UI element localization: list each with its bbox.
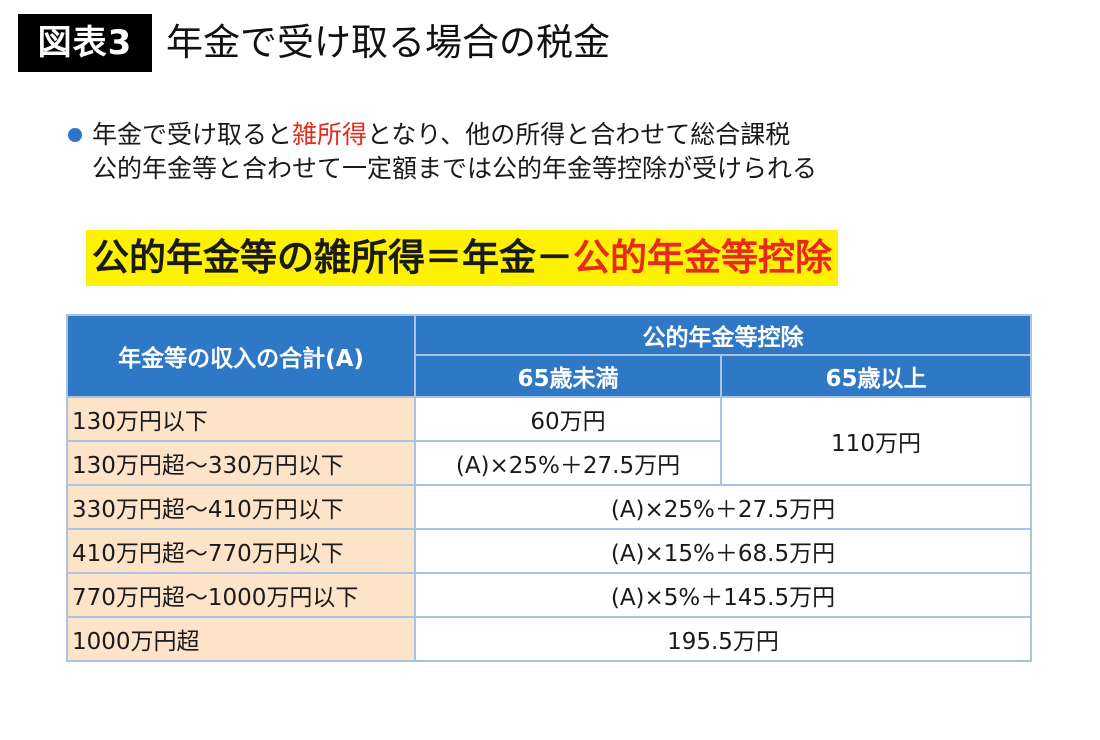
formula-banner: 公的年金等の雑所得＝年金－公的年金等控除: [86, 230, 838, 286]
deduction-value: (A)×5%＋145.5万円: [414, 572, 1032, 618]
table-row: 410万円超～770万円以下 (A)×15%＋68.5万円: [66, 528, 1032, 574]
deduction-value: (A)×15%＋68.5万円: [414, 528, 1032, 574]
row-label: 410万円超～770万円以下: [66, 528, 416, 574]
under65-value: 60万円: [414, 396, 722, 442]
header-over65: 65歳以上: [720, 354, 1032, 398]
under65-value: (A)×25%＋27.5万円: [414, 440, 722, 486]
formula-left: 公的年金等の雑所得＝年金－: [92, 236, 573, 279]
table-row: 1000万円超 195.5万円: [66, 616, 1032, 662]
table-row: 130万円超～330万円以下 (A)×25%＋27.5万円: [66, 440, 1031, 486]
table-row: 130万円以下 60万円 110万円: [66, 396, 1032, 486]
bullet-item-2: 公的年金等と合わせて一定額までは公的年金等控除が受けられる: [66, 152, 817, 186]
bullet-dot-icon: [68, 128, 82, 142]
header-income: 年金等の収入の合計(A): [66, 314, 416, 398]
row-label: 130万円超～330万円以下: [66, 440, 416, 486]
row-label: 130万円以下: [66, 396, 416, 442]
bullet-list: 年金で受け取ると 雑所得 となり、他の所得と合わせて総合課税 公的年金等と合わせて一…: [66, 118, 817, 186]
row-label: 1000万円超: [66, 616, 416, 662]
figure-title: 年金で受け取る場合の税金: [166, 21, 610, 64]
over65-value: 110万円: [720, 396, 1032, 486]
header-under65: 65歳未満: [414, 354, 722, 398]
table-row: 770万円超～1000万円以下 (A)×5%＋145.5万円: [66, 572, 1032, 618]
row-label: 330万円超～410万円以下: [66, 484, 416, 530]
bullet-1-post: となり、他の所得と合わせて総合課税: [367, 120, 791, 149]
row-label: 770万円超～1000万円以下: [66, 572, 416, 618]
figure-label: 図表3: [18, 14, 152, 72]
bullet-2-text: 公的年金等と合わせて一定額までは公的年金等控除が受けられる: [92, 154, 818, 183]
deduction-table: 年金等の収入の合計(A) 公的年金等控除 65歳未満 65歳以上 130万円以下…: [66, 314, 1032, 662]
bullet-1-pre: 年金で受け取ると: [92, 120, 293, 149]
bullet-1-highlight: 雑所得: [292, 120, 368, 149]
header-deduction: 公的年金等控除: [414, 314, 1032, 356]
table-row: 330万円超～410万円以下 (A)×25%＋27.5万円: [66, 484, 1032, 530]
formula-right: 公的年金等控除: [573, 236, 832, 279]
deduction-value: (A)×25%＋27.5万円: [414, 484, 1032, 530]
deduction-value: 195.5万円: [414, 616, 1032, 662]
bullet-item-1: 年金で受け取ると 雑所得 となり、他の所得と合わせて総合課税: [66, 118, 817, 152]
